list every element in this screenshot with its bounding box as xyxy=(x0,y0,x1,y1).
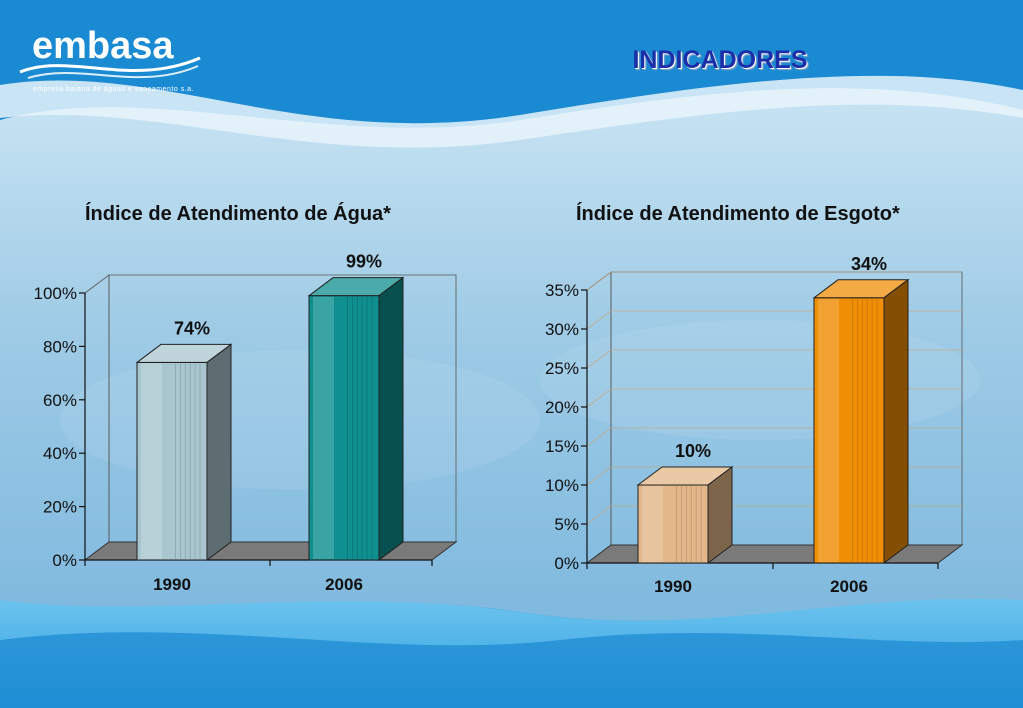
data-label: 99% xyxy=(346,252,382,272)
bar-side xyxy=(206,343,232,561)
brand-tagline: empresa baiana de águas e saneamento s.a… xyxy=(33,86,194,93)
y-tick-label: 0% xyxy=(554,554,579,573)
gridline-side xyxy=(586,427,612,447)
category-label: 2006 xyxy=(325,575,363,594)
category-label: 2006 xyxy=(830,577,868,596)
y-tick-label: 20% xyxy=(545,398,579,417)
slide-title: INDICADORES xyxy=(632,46,808,74)
y-tick-label: 25% xyxy=(545,359,579,378)
gridline-side xyxy=(586,271,612,291)
gridline-side xyxy=(586,388,612,408)
bar-highlight xyxy=(818,298,839,562)
bar-highlight xyxy=(313,296,334,559)
logo-image: embasa empresa baiana de águas e saneame… xyxy=(19,25,201,93)
gridline-side xyxy=(586,505,612,525)
category-label: 1990 xyxy=(153,575,191,594)
bar-side xyxy=(707,466,733,564)
chart-title-agua: Índice de Atendimento de Água* xyxy=(85,203,391,225)
brand-name: embasa xyxy=(32,25,174,67)
data-label: 10% xyxy=(675,441,711,461)
chart-title-esgoto: Índice de Atendimento de Esgoto* xyxy=(576,203,900,225)
bar-highlight xyxy=(141,363,162,559)
bar-side xyxy=(378,276,404,561)
gridline-side xyxy=(586,310,612,330)
y-tick-label: 15% xyxy=(545,437,579,456)
gridline-side xyxy=(586,349,612,369)
y-tick-label: 80% xyxy=(43,337,77,356)
y-tick-label: 10% xyxy=(545,476,579,495)
gridline-side xyxy=(586,466,612,486)
y-tick-label: 0% xyxy=(52,551,77,570)
y-tick-label: 100% xyxy=(34,284,77,303)
y-tick-label: 5% xyxy=(554,515,579,534)
category-label: 1990 xyxy=(654,577,692,596)
bar-side xyxy=(883,278,909,564)
y-tick-label: 40% xyxy=(43,444,77,463)
y-tick-label: 20% xyxy=(43,498,77,517)
y-tick-label: 35% xyxy=(545,281,579,300)
y-tick-label: 30% xyxy=(545,320,579,339)
y-tick-label: 60% xyxy=(43,391,77,410)
bar-highlight xyxy=(642,486,663,562)
side-wall xyxy=(586,271,612,564)
data-label: 34% xyxy=(851,254,887,274)
embasa-logo: embasa empresa baiana de águas e saneame… xyxy=(0,0,250,100)
data-label: 74% xyxy=(174,318,210,338)
